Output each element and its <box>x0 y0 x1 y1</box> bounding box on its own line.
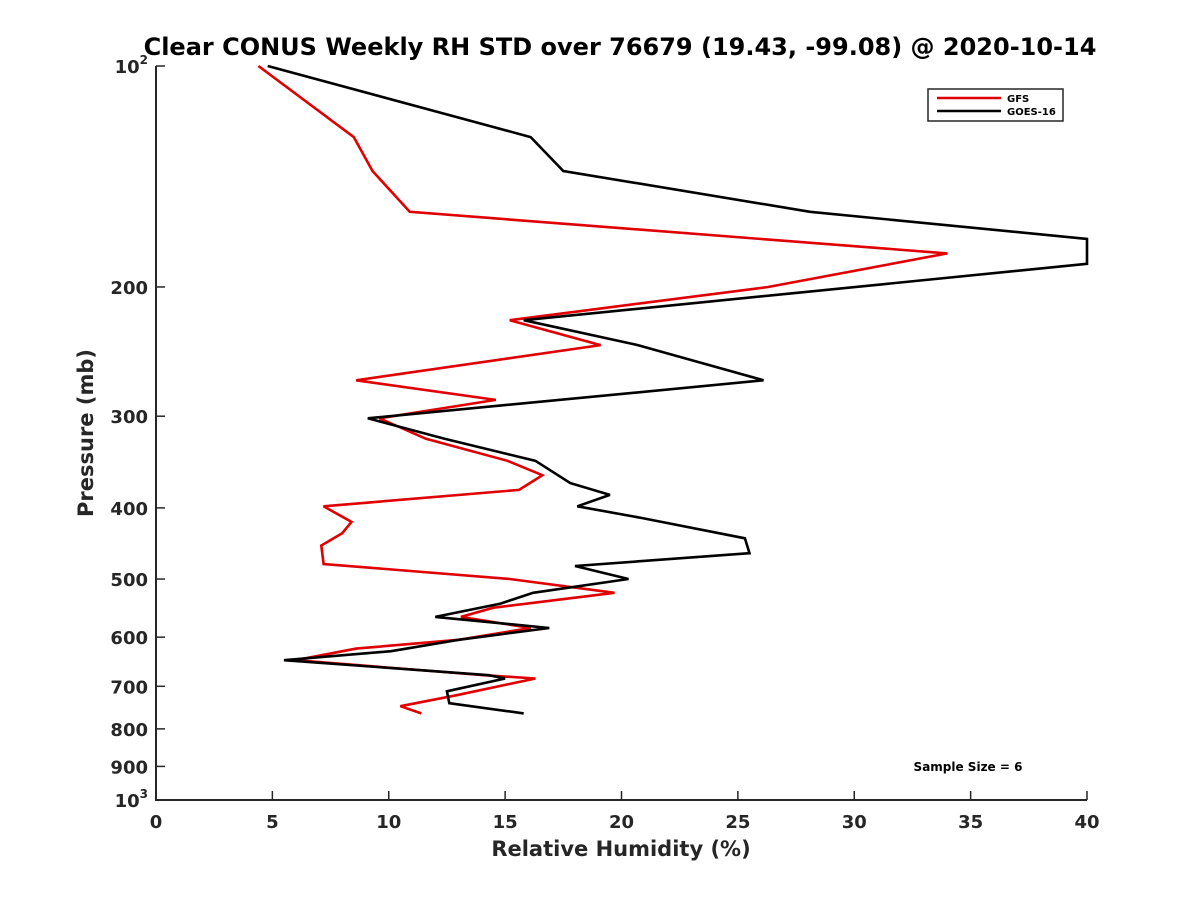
y-tick-label: 102 <box>115 53 148 78</box>
y-tick-label: 103 <box>115 787 148 812</box>
y-tick-label: 700 <box>110 677 148 698</box>
y-tick-label: 300 <box>110 407 148 428</box>
y-tick-label-base: 900 <box>110 757 148 778</box>
y-tick-label: 900 <box>110 757 148 778</box>
y-tick-label-exponent: 3 <box>140 787 148 801</box>
x-tick-label: 5 <box>266 812 279 833</box>
x-tick-label: 15 <box>493 812 518 833</box>
y-tick-label-exponent: 2 <box>140 53 148 67</box>
y-tick-label-base: 400 <box>110 499 148 520</box>
x-tick-label: 30 <box>842 812 867 833</box>
series-line-goes-16 <box>267 64 1089 715</box>
y-tick-label-base: 300 <box>110 407 148 428</box>
x-tick-label: 35 <box>958 812 983 833</box>
x-tick-label: 25 <box>725 812 750 833</box>
chart-title: Clear CONUS Weekly RH STD over 76679 (19… <box>144 33 1097 61</box>
y-tick-label: 200 <box>110 278 148 299</box>
y-tick-label: 500 <box>110 570 148 591</box>
series-layer <box>257 64 1089 715</box>
sample-size-annotation: Sample Size = 6 <box>914 760 1023 774</box>
axes-frame <box>155 66 1087 801</box>
legend-label-gfs: GFS <box>1007 94 1029 105</box>
y-tick-label-base: 800 <box>110 720 148 741</box>
x-tick-label: 10 <box>376 812 401 833</box>
x-axis-ticks: 0 5 10 15 20 25 30 35 40 <box>150 791 1100 833</box>
y-tick-label-base: 200 <box>110 278 148 299</box>
legend-label-goes16: GOES-16 <box>1007 107 1056 118</box>
legend: GFS GOES-16 <box>927 88 1064 122</box>
y-tick-label: 800 <box>110 720 148 741</box>
y-axis-label: Pressure (mb) <box>74 349 98 517</box>
x-tick-label: 20 <box>609 812 634 833</box>
x-tick-label: 0 <box>150 812 163 833</box>
y-tick-label-base: 10 <box>115 57 140 78</box>
y-tick-label-base: 700 <box>110 677 148 698</box>
x-tick-label: 40 <box>1074 812 1099 833</box>
y-tick-label-base: 10 <box>115 791 140 812</box>
y-tick-label-base: 600 <box>110 628 148 649</box>
y-tick-label: 400 <box>110 499 148 520</box>
y-tick-label-base: 500 <box>110 570 148 591</box>
y-tick-label: 600 <box>110 628 148 649</box>
legend-box <box>927 88 1064 122</box>
x-axis-label: Relative Humidity (%) <box>491 837 750 861</box>
